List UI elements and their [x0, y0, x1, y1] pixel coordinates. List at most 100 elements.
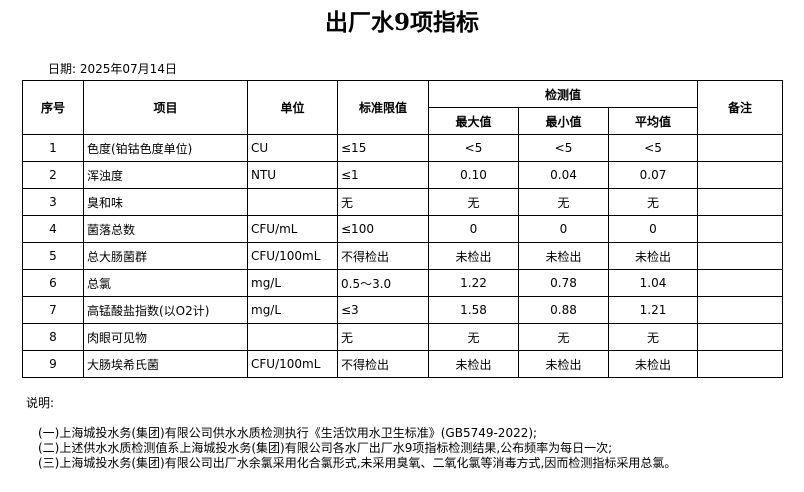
table-row: 5 总大肠菌群 CFU/100mL 不得检出 未检出 未检出 未检出: [22, 242, 783, 270]
cell-avg: 0: [608, 215, 698, 243]
cell-note: [697, 296, 783, 324]
table-row: 9 大肠埃希氏菌 CFU/100mL 不得检出 未检出 未检出 未检出: [22, 350, 783, 378]
note-line: (一)上海城投水务(集团)有限公司供水水质检测执行《生活饮用水卫生标准》(GB5…: [38, 426, 538, 440]
cell-seq: 7: [22, 296, 84, 324]
cell-std: ≤100: [337, 215, 429, 243]
date-line: 日期: 2025年07月14日: [48, 60, 177, 77]
cell-seq: 8: [22, 323, 84, 351]
cell-item: 总大肠菌群: [83, 242, 248, 270]
cell-avg: 0.07: [608, 161, 698, 189]
cell-max: 1.22: [428, 269, 519, 297]
cell-max: 无: [428, 188, 519, 216]
notes: 说明: (一)上海城投水务(集团)有限公司供水水质检测执行《生活饮用水卫生标准》…: [26, 396, 676, 471]
cell-std: ≤3: [337, 296, 429, 324]
cell-seq: 5: [22, 242, 84, 270]
cell-min: 无: [518, 323, 609, 351]
cell-avg: 无: [608, 323, 698, 351]
cell-std: 无: [337, 188, 429, 216]
table-row: 6 总氯 mg/L 0.5～3.0 1.22 0.78 1.04: [22, 269, 783, 297]
cell-note: [697, 242, 783, 270]
header-note: 备注: [697, 80, 783, 135]
cell-unit: [247, 188, 338, 216]
cell-item: 浑浊度: [83, 161, 248, 189]
cell-max: 无: [428, 323, 519, 351]
header-measured: 检测值: [428, 80, 698, 108]
cell-seq: 3: [22, 188, 84, 216]
header-seq: 序号: [22, 80, 84, 135]
cell-seq: 1: [22, 134, 84, 162]
cell-min: 0.88: [518, 296, 609, 324]
notes-heading: 说明:: [26, 396, 55, 410]
cell-item: 大肠埃希氏菌: [83, 350, 248, 378]
cell-seq: 4: [22, 215, 84, 243]
header-standard: 标准限值: [337, 80, 429, 135]
cell-item: 臭和味: [83, 188, 248, 216]
date-value: 2025年07月14日: [79, 62, 177, 76]
table-row: 1 色度(铂钴色度单位) CU ≤15 <5 <5 <5: [22, 134, 783, 162]
cell-std: 不得检出: [337, 350, 429, 378]
cell-unit: NTU: [247, 161, 338, 189]
water-quality-table: 序号 项目 单位 标准限值 检测值 备注 最大值 最小值 平均值 1 色度(铂钴色…: [22, 80, 783, 378]
header-min: 最小值: [518, 107, 609, 135]
table-row: 3 臭和味无无无无: [22, 188, 783, 216]
header-avg: 平均值: [608, 107, 698, 135]
note-line: (三)上海城投水务(集团)有限公司出厂水余氯采用化合氯形式,未采用臭氧、二氧化氯…: [38, 456, 677, 470]
cell-min: 0: [518, 215, 609, 243]
page-title: 出厂水9项指标: [324, 9, 479, 36]
cell-note: [697, 161, 783, 189]
cell-note: [697, 350, 783, 378]
cell-item: 色度(铂钴色度单位): [83, 134, 248, 162]
cell-min: 无: [518, 188, 609, 216]
note-line: (二)上述供水水质检测值系上海城投水务(集团)有限公司各水厂出厂水9项指标检测结…: [38, 441, 613, 455]
header-item: 项目: [83, 80, 248, 135]
cell-min: 0.04: [518, 161, 609, 189]
cell-std: 无: [337, 323, 429, 351]
cell-note: [697, 134, 783, 162]
cell-max: 0: [428, 215, 519, 243]
cell-unit: CFU/mL: [247, 215, 338, 243]
cell-std: ≤15: [337, 134, 429, 162]
cell-unit: mg/L: [247, 269, 338, 297]
cell-std: 0.5～3.0: [337, 269, 429, 297]
cell-unit: CFU/100mL: [247, 242, 338, 270]
cell-min: 未检出: [518, 242, 609, 270]
cell-avg: 未检出: [608, 242, 698, 270]
cell-note: [697, 269, 783, 297]
cell-max: <5: [428, 134, 519, 162]
cell-unit: mg/L: [247, 296, 338, 324]
cell-item: 总氯: [83, 269, 248, 297]
table-row: 8 肉眼可见物无无无无: [22, 323, 783, 351]
header-max: 最大值: [428, 107, 519, 135]
cell-min: <5: [518, 134, 609, 162]
cell-seq: 6: [22, 269, 84, 297]
cell-item: 高锰酸盐指数(以O2计): [83, 296, 248, 324]
cell-avg: 未检出: [608, 350, 698, 378]
cell-item: 肉眼可见物: [83, 323, 248, 351]
cell-unit: [247, 323, 338, 351]
table-row: 4 菌落总数 CFU/mL ≤100 0 0 0: [22, 215, 783, 243]
header-unit: 单位: [247, 80, 338, 135]
cell-max: 1.58: [428, 296, 519, 324]
cell-max: 未检出: [428, 350, 519, 378]
cell-item: 菌落总数: [83, 215, 248, 243]
cell-avg: 1.04: [608, 269, 698, 297]
cell-seq: 9: [22, 350, 84, 378]
cell-unit: CFU/100mL: [247, 350, 338, 378]
cell-seq: 2: [22, 161, 84, 189]
cell-std: 不得检出: [337, 242, 429, 270]
cell-note: [697, 188, 783, 216]
cell-note: [697, 215, 783, 243]
cell-min: 未检出: [518, 350, 609, 378]
table-row: 7 高锰酸盐指数(以O2计) mg/L ≤3 1.58 0.88 1.21: [22, 296, 783, 324]
cell-min: 0.78: [518, 269, 609, 297]
cell-max: 未检出: [428, 242, 519, 270]
table-row: 2 浑浊度 NTU ≤1 0.10 0.04 0.07: [22, 161, 783, 189]
cell-avg: 1.21: [608, 296, 698, 324]
cell-max: 0.10: [428, 161, 519, 189]
cell-std: ≤1: [337, 161, 429, 189]
cell-unit: CU: [247, 134, 338, 162]
cell-note: [697, 323, 783, 351]
date-label: 日期:: [48, 62, 77, 76]
cell-avg: <5: [608, 134, 698, 162]
cell-avg: 无: [608, 188, 698, 216]
